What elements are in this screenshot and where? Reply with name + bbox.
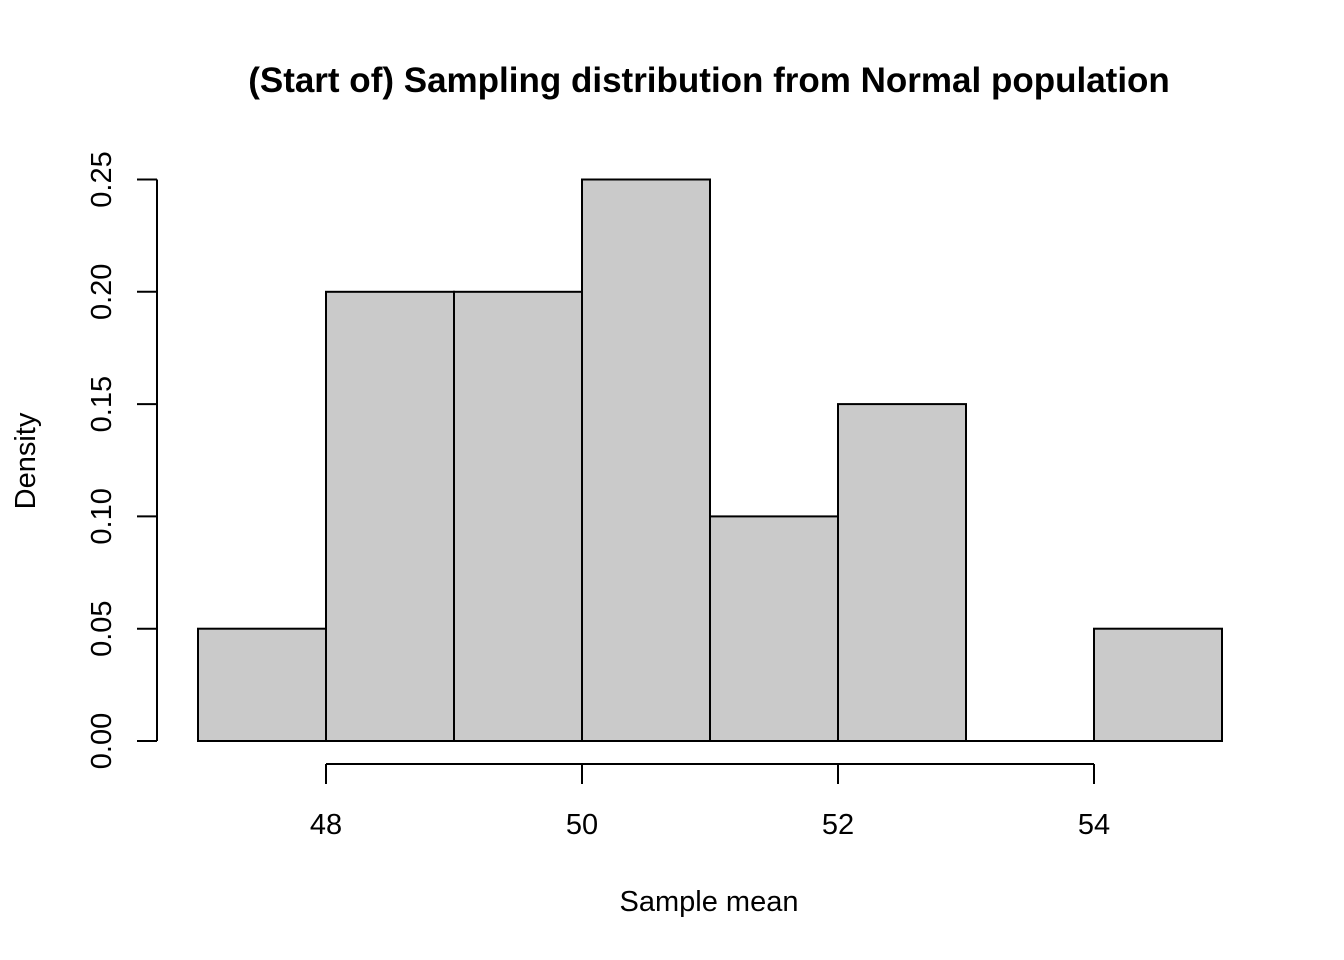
histogram-bar-2 <box>325 290 455 742</box>
histogram-bar-3 <box>453 290 583 742</box>
chart-title: (Start of) Sampling distribution from No… <box>248 61 1170 100</box>
histogram-bar-6 <box>837 403 967 742</box>
y-tick-label: 0.05 <box>86 600 118 656</box>
y-tick-label: 0.25 <box>86 151 118 207</box>
histogram-bar-5 <box>709 515 839 743</box>
y-axis-label: Density <box>10 412 42 509</box>
y-tick-label: 0.10 <box>86 488 118 544</box>
x-axis-label: Sample mean <box>620 886 799 918</box>
x-axis: 48 50 52 54 <box>310 763 1110 841</box>
y-axis: 0.00 0.05 0.10 0.15 0.20 0.25 <box>86 151 158 769</box>
x-tick-label: 50 <box>566 809 598 841</box>
y-tick-label: 0.15 <box>86 376 118 432</box>
bars-group <box>197 178 1223 743</box>
histogram-bar-8 <box>1093 627 1223 743</box>
x-tick-label: 52 <box>822 809 854 841</box>
histogram-bar-1 <box>197 627 327 743</box>
y-tick-label: 0.00 <box>86 713 118 769</box>
y-tick-label: 0.20 <box>86 264 118 320</box>
histogram-bar-4 <box>581 178 711 742</box>
x-tick-label: 54 <box>1078 809 1110 841</box>
x-tick-label: 48 <box>310 809 342 841</box>
